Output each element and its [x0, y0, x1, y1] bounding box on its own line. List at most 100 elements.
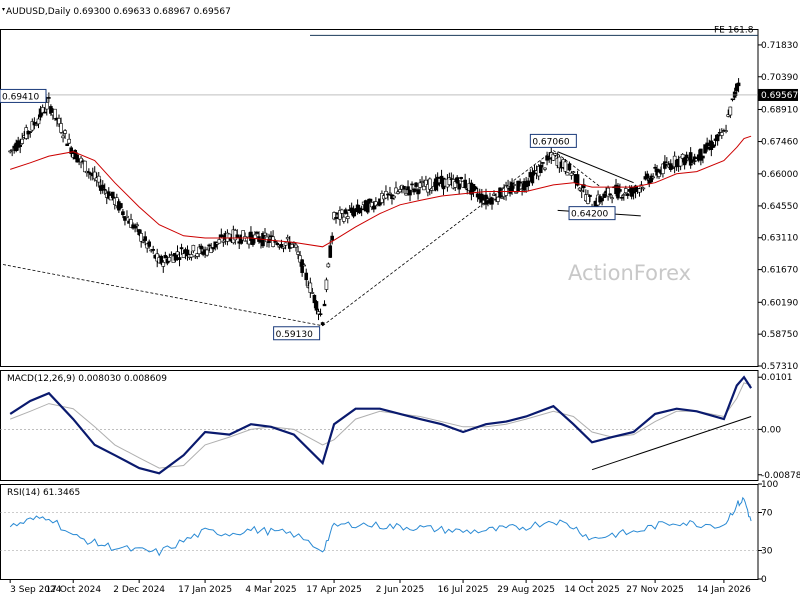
x-tick-label: 17 Oct 2024	[45, 585, 101, 595]
candle-body	[406, 186, 410, 191]
candle-body	[92, 171, 97, 180]
candle-body	[302, 264, 306, 267]
candle-body	[322, 303, 327, 307]
annotation-box	[529, 133, 577, 148]
candle-body	[396, 191, 400, 194]
candle-body	[412, 188, 416, 193]
candle-body	[308, 282, 313, 293]
candle-body	[163, 255, 168, 259]
candle-body	[61, 135, 65, 139]
annotation-label: 0.59130	[276, 330, 313, 340]
candle-body	[316, 311, 321, 315]
candle-body	[579, 190, 584, 192]
candle-body	[34, 124, 39, 126]
candle-body	[388, 192, 392, 195]
candle-body	[47, 97, 51, 99]
candle-body	[631, 191, 636, 194]
candle-body	[161, 262, 166, 267]
candle-body	[618, 189, 622, 192]
candle-body	[345, 216, 350, 219]
candle-body	[123, 216, 127, 221]
price-tick-label: 0.67460	[761, 138, 798, 148]
candle-body	[463, 179, 467, 188]
candle-body	[680, 153, 685, 159]
candle-body	[530, 172, 535, 184]
candle-body	[518, 181, 522, 184]
candle-body	[730, 98, 735, 101]
price-tick-label: 0.64550	[761, 202, 798, 212]
candle-body	[392, 195, 396, 199]
price-tick-label: 0.57310	[761, 362, 798, 372]
x-tick-label: 4 Mar 2025	[245, 585, 296, 595]
candle-body	[263, 232, 267, 236]
candle-body	[665, 162, 669, 165]
candle-body	[684, 154, 689, 159]
candle-body	[18, 144, 22, 147]
candle-body	[459, 176, 463, 179]
candle-body	[49, 106, 53, 114]
candle-body	[571, 171, 576, 174]
candle-body	[83, 160, 87, 173]
candle-body	[173, 253, 178, 261]
macd-frame	[0, 370, 759, 481]
candle-body	[44, 102, 49, 110]
candles	[8, 78, 741, 326]
candle-body	[255, 232, 259, 234]
candle-body	[690, 162, 695, 164]
x-tick-label: 14 Jan 2026	[697, 585, 751, 595]
dashed-rally-line	[322, 150, 554, 327]
candle-body	[575, 174, 580, 186]
candle-body	[175, 251, 180, 256]
fe-label: FE 161.8	[714, 25, 754, 35]
candle-body	[294, 244, 298, 248]
candle-body	[600, 198, 604, 202]
candle-body	[63, 130, 67, 134]
candle-body	[512, 184, 516, 186]
candle-body	[711, 144, 716, 148]
candle-body	[53, 108, 57, 119]
candle-body	[506, 185, 510, 189]
candle-body	[298, 255, 302, 263]
candle-body	[10, 149, 14, 151]
candle-body	[367, 198, 372, 202]
symbol-label: AUDUSD,Daily 0.69300 0.69633 0.68967 0.6…	[6, 7, 231, 17]
candle-body	[588, 194, 592, 197]
candle-body	[191, 245, 196, 252]
candle-body	[414, 182, 418, 187]
candle-body	[455, 177, 459, 184]
x-tick-label: 3 Sep 2024	[10, 585, 62, 595]
candle-body	[606, 187, 610, 197]
current-price-label: 0.69567	[761, 91, 798, 101]
candle-body	[87, 171, 91, 174]
candle-body	[496, 196, 500, 202]
candle-body	[57, 118, 61, 125]
candle-body	[422, 185, 426, 191]
candle-body	[418, 182, 422, 188]
candle-body	[169, 254, 174, 256]
candle-body	[608, 193, 612, 196]
candle-body	[8, 150, 12, 153]
candle-body	[526, 180, 531, 187]
candle-body	[720, 132, 724, 136]
macd-tick-label: -0.008786	[761, 471, 800, 481]
candle-body	[215, 242, 220, 245]
candle-body	[65, 143, 69, 147]
price-tick-label: 0.68910	[761, 105, 798, 115]
main-price-panel: 0.69410 0.59130 0.67060 0.64200 FE 161.8 Acti…	[0, 7, 798, 372]
candle-body	[139, 233, 143, 242]
candle-body	[75, 154, 79, 163]
candle-body	[324, 279, 329, 290]
candle-body	[227, 233, 232, 239]
x-tick-label: 14 Oct 2025	[564, 585, 620, 595]
candle-body	[330, 235, 334, 241]
candle-body	[36, 118, 41, 125]
macd-tick-label: 0.00	[761, 425, 781, 435]
candle-body	[565, 172, 570, 176]
candle-body	[42, 111, 47, 114]
candle-body	[500, 197, 504, 199]
candle-body	[510, 182, 514, 192]
price-tick-label: 0.60190	[761, 298, 798, 308]
candle-body	[553, 153, 558, 156]
